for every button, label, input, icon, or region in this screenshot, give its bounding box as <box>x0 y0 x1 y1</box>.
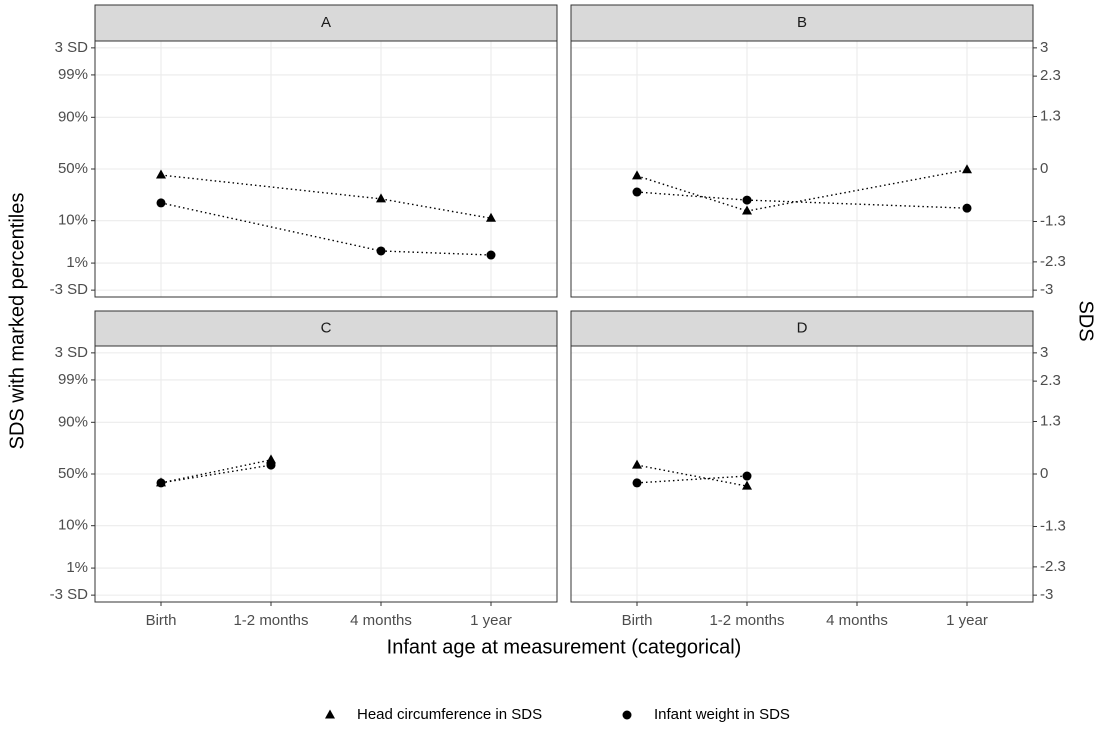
series-line <box>160 174 382 200</box>
strip <box>94 4 558 42</box>
y-tick-label: 3 SD <box>55 344 89 361</box>
y2-tick-label: 1.3 <box>1040 412 1061 429</box>
strip-label: C <box>321 319 332 336</box>
point-triangle <box>156 169 166 179</box>
panel-border <box>94 345 558 603</box>
strip <box>94 310 558 347</box>
legend-label: Infant weight in SDS <box>654 706 790 723</box>
series-line <box>380 198 492 219</box>
point-circle <box>156 198 166 208</box>
x-tick-label: 4 months <box>826 612 888 629</box>
x-axis-label: Infant age at measurement (categorical) <box>387 636 742 658</box>
series-line <box>636 475 748 484</box>
series-line <box>160 464 272 484</box>
y-tick-label: 50% <box>58 160 88 177</box>
y-tick-label: 99% <box>58 371 88 388</box>
y2-tick-label: 0 <box>1040 160 1048 177</box>
point-triangle <box>486 212 496 222</box>
y2-tick-label: -1.3 <box>1040 212 1066 229</box>
y-tick-label: 10% <box>58 517 88 534</box>
y-tick-label: -3 SD <box>50 586 89 603</box>
panel-border <box>570 345 1034 603</box>
y-tick-label: -3 SD <box>50 281 89 298</box>
point-triangle <box>742 480 752 490</box>
series-line <box>380 250 492 256</box>
y2-tick-label: 1.3 <box>1040 107 1061 124</box>
point-circle <box>962 203 972 213</box>
series-line <box>746 169 968 212</box>
y2-axis-label: SDS <box>1075 300 1097 341</box>
y2-tick-label: -3 <box>1040 281 1053 298</box>
point-triangle <box>266 454 276 464</box>
series-line <box>160 202 382 252</box>
y2-tick-label: 2.3 <box>1040 67 1061 84</box>
legend-key <box>622 710 632 720</box>
point-circle <box>156 478 166 488</box>
x-tick-label: 1 year <box>470 612 512 629</box>
series-line <box>636 464 748 487</box>
y-tick-label: 1% <box>66 254 88 271</box>
point-circle <box>266 460 276 470</box>
y-tick-label: 50% <box>58 465 88 482</box>
point-triangle <box>632 459 642 469</box>
point-circle <box>632 478 642 488</box>
y2-tick-label: 3 <box>1040 344 1048 361</box>
x-tick-label: Birth <box>146 612 177 629</box>
y2-tick-label: -2.3 <box>1040 253 1066 270</box>
y-tick-label: 99% <box>58 66 88 83</box>
strip <box>570 310 1034 347</box>
series-line <box>636 191 748 201</box>
series-line <box>160 459 272 484</box>
point-triangle <box>376 193 386 203</box>
strip-label: D <box>797 319 808 336</box>
x-tick-label: Birth <box>622 612 653 629</box>
y2-tick-label: -2.3 <box>1040 558 1066 575</box>
x-tick-label: 4 months <box>350 612 412 629</box>
y2-tick-label: 2.3 <box>1040 372 1061 389</box>
strip-label: A <box>321 14 331 31</box>
strip-label: B <box>797 14 807 31</box>
y2-tick-label: -3 <box>1040 586 1053 603</box>
y-tick-label: 90% <box>58 413 88 430</box>
panel-border <box>94 40 558 298</box>
y-tick-label: 90% <box>58 108 88 125</box>
point-circle <box>486 250 496 260</box>
point-triangle <box>742 205 752 215</box>
x-tick-label: 1-2 months <box>709 612 784 629</box>
point-circle <box>376 246 386 256</box>
point-circle <box>742 195 752 205</box>
point-triangle <box>962 164 972 174</box>
panel-border <box>570 40 1034 298</box>
y-tick-label: 10% <box>58 212 88 229</box>
y-tick-label: 3 SD <box>55 39 89 56</box>
x-tick-label: 1 year <box>946 612 988 629</box>
y2-tick-label: -1.3 <box>1040 517 1066 534</box>
legend-key <box>325 709 335 719</box>
point-circle <box>632 187 642 197</box>
strip <box>570 4 1034 42</box>
y2-tick-label: 3 <box>1040 39 1048 56</box>
x-tick-label: 1-2 months <box>233 612 308 629</box>
y2-tick-label: 0 <box>1040 465 1048 482</box>
y-axis-label: SDS with marked percentiles <box>6 193 28 450</box>
point-triangle <box>632 170 642 180</box>
legend-label: Head circumference in SDS <box>357 706 542 723</box>
y-tick-label: 1% <box>66 559 88 576</box>
series-line <box>746 199 968 209</box>
point-circle <box>742 471 752 481</box>
series-line <box>636 175 748 212</box>
